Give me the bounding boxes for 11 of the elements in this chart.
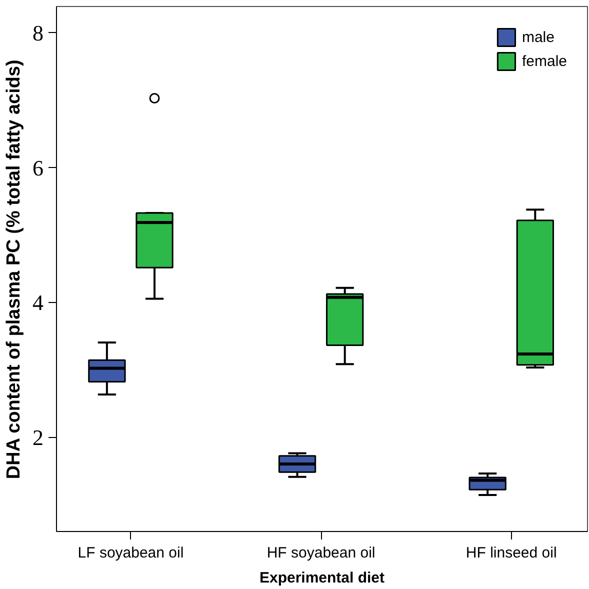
legend-label: female (522, 52, 567, 70)
y-tick-label: 2 (32, 425, 44, 450)
legend-label: male (522, 28, 554, 46)
x-tick-label: HF linseed oil (466, 544, 557, 562)
x-tick-label: LF soyabean oil (78, 544, 184, 562)
y-tick-label: 4 (32, 290, 44, 316)
y-tick-label: 6 (32, 155, 44, 180)
y-tick-label: 8 (32, 20, 44, 46)
x-tick-label: HF soyabean oil (266, 544, 376, 562)
x-axis-title: Experimental diet (259, 570, 385, 586)
y-axis-title: DHA content of plasma PC (% total fatty acids) (4, 60, 24, 480)
